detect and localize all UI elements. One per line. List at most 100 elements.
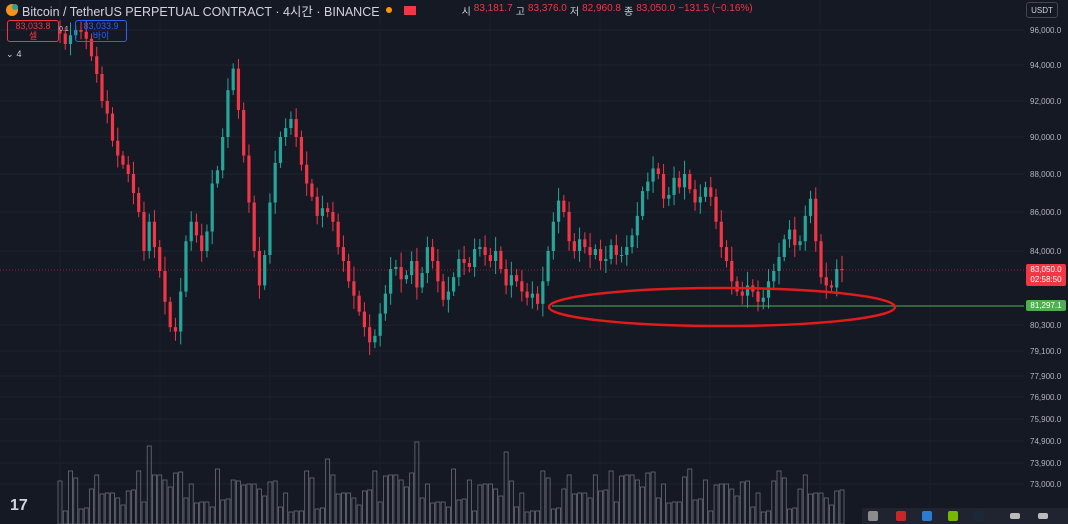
app-icon[interactable] <box>868 511 878 521</box>
candle-body <box>756 291 760 302</box>
candle-body <box>268 202 272 255</box>
volume-bar <box>776 470 782 524</box>
candle-body <box>588 247 592 255</box>
price-axis-labels: 96,000.0 94,000.0 92,000.0 90,000.0 88,000.0… <box>1030 26 1062 489</box>
candle-body <box>483 247 487 255</box>
volume-bar <box>110 492 115 524</box>
candle-body <box>410 261 414 276</box>
support-zone-ellipse <box>547 286 897 328</box>
volume-bar <box>136 470 142 524</box>
candle-body <box>640 191 645 216</box>
price-tick-label: 90,000.0 <box>1030 133 1062 142</box>
app-icon[interactable] <box>974 511 984 521</box>
candle-body <box>672 177 676 195</box>
candle-body <box>619 255 624 256</box>
line-price-tag: 81,297.1 <box>1026 300 1066 311</box>
candle-body <box>89 38 94 57</box>
flag-icon[interactable] <box>403 5 416 15</box>
candle-body <box>231 68 235 91</box>
volume-bar <box>482 483 488 524</box>
volume-bar <box>241 484 247 524</box>
volume-bar <box>388 474 394 524</box>
tradingview-logo-icon: 17 <box>10 497 28 514</box>
volume-bar <box>839 489 845 524</box>
volume-bar <box>524 511 530 524</box>
status-dot-icon <box>385 7 392 13</box>
open-value: 83,181.7 <box>473 2 513 14</box>
volume-bar <box>834 490 840 524</box>
volume-bar <box>739 481 745 524</box>
candle-body <box>158 247 162 272</box>
volume-bar <box>115 497 121 524</box>
candle-body <box>793 229 797 246</box>
volume-bar <box>341 492 346 524</box>
candle-body <box>525 291 529 298</box>
price-tick-label: 76,900.0 <box>1030 393 1062 402</box>
candle-body <box>635 215 639 236</box>
candle-body <box>425 247 429 274</box>
price-tick-label: 74,900.0 <box>1030 437 1062 446</box>
indicators-toggle[interactable]: ⌄ 4 <box>6 47 28 61</box>
volume-bar <box>666 502 672 524</box>
volume-bar <box>645 472 651 524</box>
chart-grid <box>0 0 1024 524</box>
tray-icon[interactable] <box>1010 513 1020 519</box>
candle-body <box>614 245 618 255</box>
spread-value: 0.1 <box>59 26 69 33</box>
volume-bar <box>493 488 499 524</box>
volume-bar <box>697 498 703 524</box>
price-tick-label: 79,100.0 <box>1030 347 1062 356</box>
volume-bar <box>325 458 331 524</box>
candle-body <box>420 273 424 288</box>
volume-bar <box>592 474 598 524</box>
volume-bar <box>766 510 771 524</box>
volume-bar <box>640 486 645 524</box>
candle-body <box>399 267 403 280</box>
candle-body <box>341 247 346 261</box>
candle-body <box>546 251 550 282</box>
candle-body <box>68 35 73 44</box>
volume-bar <box>750 506 756 524</box>
volume-bar <box>377 501 383 524</box>
candle-body <box>352 281 356 296</box>
app-icon[interactable] <box>896 511 906 521</box>
candle-body <box>226 90 230 137</box>
volume-bar <box>309 477 315 524</box>
volume-bar <box>808 493 813 524</box>
app-icon[interactable] <box>948 511 958 521</box>
currency-selector[interactable]: USDT <box>1026 2 1058 18</box>
candle-body <box>740 291 744 296</box>
volume-bar <box>503 451 509 524</box>
app-icon[interactable] <box>922 511 932 521</box>
ohlc-readout: 시 83,181.7 고 83,376.0 저 82,960.8 종 83,050.0 … <box>462 3 753 18</box>
volume-bar <box>251 483 257 524</box>
volume-bar <box>367 489 373 524</box>
candle-body <box>782 239 786 257</box>
volume-bar <box>230 479 236 524</box>
candle-body <box>189 221 193 242</box>
candle-body <box>336 221 340 248</box>
close-label: 종 <box>624 6 634 18</box>
volume-bar <box>173 472 178 524</box>
volume-bar <box>461 498 467 524</box>
candle-body <box>688 174 692 190</box>
sell-button[interactable]: 83,033.8 셀 <box>7 20 59 42</box>
volume-bar <box>703 479 708 524</box>
volume-bar <box>577 492 582 524</box>
volume-bar <box>178 471 184 524</box>
volume-bar <box>262 495 268 524</box>
volume-bar <box>62 510 68 524</box>
candle-body <box>452 277 456 292</box>
symbol-title[interactable]: Bitcoin / TetherUS PERPETUAL CONTRACT · … <box>22 4 380 19</box>
last-price-tag: 83,050.0 02:58:50 <box>1026 264 1066 286</box>
candle-body <box>126 164 130 174</box>
volume-bar <box>519 492 525 524</box>
buy-button[interactable]: 83,033.9 바이 <box>75 20 127 42</box>
volume-bar <box>356 504 362 524</box>
volume-bar <box>718 483 724 524</box>
tray-icon[interactable] <box>1038 513 1048 519</box>
taskbar <box>862 508 1068 524</box>
high-value: 83,376.0 <box>527 2 567 14</box>
volume-bar <box>566 474 572 524</box>
